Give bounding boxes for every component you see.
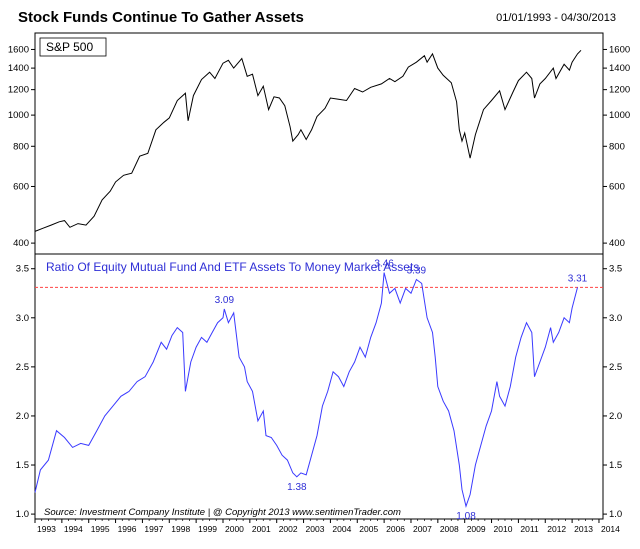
x-axis: 1993 1994 1995 1996 1997 1998 1999 2000 2001 2002… bbox=[34, 519, 620, 534]
x-tick-label: 2011 bbox=[520, 524, 539, 534]
x-tick-label: 2013 bbox=[574, 524, 593, 534]
sp500-title-box bbox=[39, 37, 107, 57]
sp500-left-tick-label: 1200 bbox=[8, 85, 29, 96]
sp500-right-tick-label: 1600 bbox=[609, 44, 630, 55]
data-label: 3.39 bbox=[407, 266, 427, 277]
ratio-plot: 3.09 1.38 3.46 3.39 1.08 3.31 bbox=[34, 259, 603, 522]
x-tick-label: 1999 bbox=[198, 524, 217, 534]
sp500-left-tick-label: 800 bbox=[13, 141, 29, 152]
ratio-left-tick-label: 2.0 bbox=[16, 411, 29, 422]
ratio-axis: 1.0 1.0 1.5 1.5 2.0 2.0 2.5 2.5 3.0 3.0 3.5 3.5 bbox=[16, 264, 622, 520]
x-tick-label: 1996 bbox=[118, 524, 137, 534]
ratio-left-tick-label: 1.5 bbox=[16, 460, 29, 471]
data-label: 3.46 bbox=[374, 259, 394, 270]
x-tick-label: 1993 bbox=[37, 524, 56, 534]
sp500-right-tick-label: 800 bbox=[609, 141, 625, 152]
sp500-left-tick-label: 1000 bbox=[8, 110, 29, 121]
sp500-left-tick-label: 1600 bbox=[8, 44, 29, 55]
sp500-series-line bbox=[34, 49, 582, 232]
sp500-right-tick-label: 600 bbox=[609, 181, 625, 192]
ratio-title: Ratio Of Equity Mutual Fund And ETF Asse… bbox=[46, 260, 419, 274]
sp500-panel bbox=[34, 32, 604, 255]
sp500-right-tick-label: 1400 bbox=[609, 63, 630, 74]
sp500-title: S&P 500 bbox=[46, 40, 93, 54]
sp500-left-tick-label: 600 bbox=[13, 181, 29, 192]
x-tick-label: 2004 bbox=[332, 524, 351, 534]
x-tick-label: 2002 bbox=[279, 524, 298, 534]
x-tick-label: 2001 bbox=[252, 524, 271, 534]
x-tick-label: 2010 bbox=[494, 524, 513, 534]
ratio-right-tick-label: 3.0 bbox=[609, 313, 622, 324]
ratio-left-tick-label: 3.0 bbox=[16, 313, 29, 324]
sp500-plot bbox=[34, 49, 582, 232]
data-label: 1.08 bbox=[456, 511, 476, 522]
ratio-left-tick-label: 1.0 bbox=[16, 509, 29, 520]
ratio-series-line bbox=[34, 272, 578, 508]
x-tick-label: 2003 bbox=[306, 524, 325, 534]
sp500-left-tick-label: 1400 bbox=[8, 63, 29, 74]
data-label: 1.38 bbox=[287, 482, 307, 493]
x-tick-label: 1997 bbox=[144, 524, 163, 534]
sp500-axis: 400 400 600 600 800 800 1000 1000 1200 1200 1400 14… bbox=[8, 44, 630, 249]
x-tick-label: 1998 bbox=[171, 524, 190, 534]
ratio-right-tick-label: 2.5 bbox=[609, 362, 622, 373]
ratio-right-tick-label: 1.5 bbox=[609, 460, 622, 471]
source-note: Source: Investment Company Institute | @… bbox=[44, 507, 401, 518]
date-range: 01/01/1993 - 04/30/2013 bbox=[496, 12, 616, 24]
ratio-panel bbox=[34, 253, 604, 520]
data-label: 3.31 bbox=[568, 273, 588, 284]
x-tick-label: 2000 bbox=[225, 524, 244, 534]
data-label: 3.09 bbox=[215, 295, 235, 306]
sp500-right-tick-label: 1200 bbox=[609, 85, 630, 96]
ratio-left-tick-label: 2.5 bbox=[16, 362, 29, 373]
x-tick-label: 2012 bbox=[547, 524, 566, 534]
sp500-left-tick-label: 400 bbox=[13, 238, 29, 249]
x-tick-label: 2014 bbox=[601, 524, 620, 534]
ratio-left-tick-label: 3.5 bbox=[16, 264, 29, 275]
x-tick-label: 1995 bbox=[91, 524, 110, 534]
ratio-right-tick-label: 2.0 bbox=[609, 411, 622, 422]
x-tick-label: 2007 bbox=[413, 524, 432, 534]
page-title: Stock Funds Continue To Gather Assets bbox=[18, 9, 304, 26]
x-tick-label: 2005 bbox=[359, 524, 378, 534]
ratio-right-tick-label: 3.5 bbox=[609, 264, 622, 275]
x-tick-label: 2006 bbox=[386, 524, 405, 534]
x-tick-label: 2009 bbox=[467, 524, 486, 534]
sp500-right-tick-label: 1000 bbox=[609, 110, 630, 121]
x-tick-label: 1994 bbox=[64, 524, 83, 534]
x-tick-label: 2008 bbox=[440, 524, 459, 534]
sp500-right-tick-label: 400 bbox=[609, 238, 625, 249]
ratio-right-tick-label: 1.0 bbox=[609, 509, 622, 520]
